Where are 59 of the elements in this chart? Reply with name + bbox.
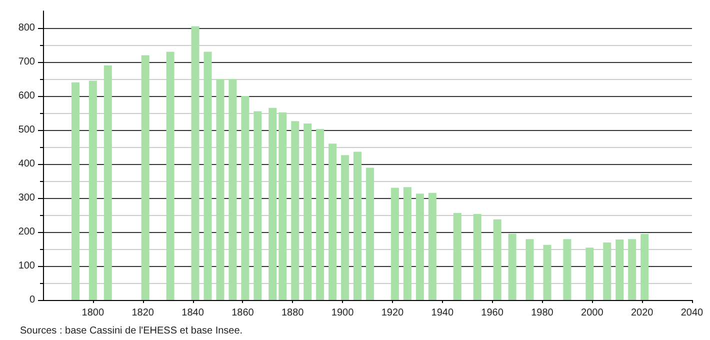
bar [228,79,237,300]
x-tick-label: 1800 [82,308,104,318]
bar [341,155,350,300]
y-tick-label: 100 [18,260,36,272]
x-tick-label: 1920 [381,308,404,318]
bar [603,242,612,300]
source-note: Sources : base Cassini de l'EHESS et base Insee. [20,326,243,336]
x-tick-label: 1900 [331,308,354,318]
bar [204,52,212,300]
bar [526,239,534,300]
bar [141,55,150,300]
bar [71,82,80,300]
bar [241,96,250,300]
y-tick-label: 600 [18,90,36,102]
bar [416,194,424,300]
x-tick-label: 1840 [182,308,204,318]
bar [616,239,624,300]
bar [428,192,436,300]
y-tick-label: 0 [29,294,36,306]
bar [291,121,300,300]
bar [216,79,224,300]
bar [166,52,174,300]
y-tick-label: 400 [18,158,36,170]
x-tick-label: 1940 [431,308,454,318]
y-tick-label: 800 [18,22,36,34]
y-tick-label: 200 [18,226,36,238]
y-tick-label: 500 [18,124,36,136]
bar [304,124,312,300]
bar [268,108,277,300]
x-tick-label: 2040 [680,308,704,318]
bar [493,219,502,300]
bar [191,26,200,300]
bar [254,111,262,300]
bar [563,239,572,300]
x-tick-label: 2020 [630,308,654,318]
bar [543,244,552,300]
bar [628,239,636,300]
x-tick-label: 1960 [481,308,504,318]
bar [328,144,337,300]
bar [354,152,362,300]
bar [366,168,374,300]
bar [640,234,649,300]
y-tick-label: 300 [18,192,36,204]
x-tick-label: 1860 [232,308,254,318]
x-tick-label: 2000 [581,308,604,318]
bar [403,187,412,300]
bar [586,248,594,300]
bar [278,112,287,300]
x-tick-label: 1880 [281,308,304,318]
y-tick-label: 700 [18,56,36,68]
bar [473,214,482,300]
bar [508,234,516,300]
bar [390,188,399,300]
bar [104,65,112,300]
bar [316,128,324,300]
x-tick-label: 1820 [132,308,154,318]
x-tick-label: 1980 [531,308,554,318]
bar [453,212,462,300]
bar [88,80,97,300]
